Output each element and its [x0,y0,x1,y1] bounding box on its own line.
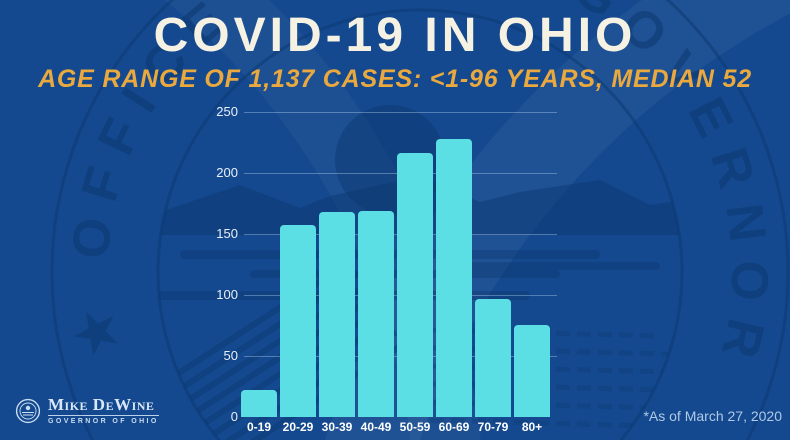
governor-title: Governor of Ohio [48,418,159,425]
x-tick-label-70-79: 70-79 [477,420,509,434]
x-tick-label-50-59: 50-59 [399,420,431,434]
x-tick-label-80+: 80+ [521,420,543,434]
bar-70-79 [475,299,511,417]
x-tick-label-20-29: 20-29 [282,420,314,434]
governor-name: Mike DeWine [48,396,159,416]
bar-30-39 [319,212,355,417]
y-tick-label-150: 150 [216,226,238,241]
gridline-250 [244,112,557,113]
bar-20-29 [280,225,316,417]
bar-series [241,139,550,417]
page-subtitle: AGE RANGE OF 1,137 CASES: <1-96 YEARS, M… [38,65,752,93]
governor-logo-text: Mike DeWine Governor of Ohio [48,396,159,425]
x-tick-label-30-39: 30-39 [321,420,353,434]
x-tick-label-60-69: 60-69 [438,420,470,434]
x-tick-label-40-49: 40-49 [360,420,392,434]
header: COVID-19 IN OHIO AGE RANGE OF 1,137 CASE… [0,0,790,94]
y-tick-label-200: 200 [216,165,238,180]
bar-0-19 [241,390,277,417]
bar-60-69 [436,139,472,417]
y-tick-label-50: 50 [223,348,238,363]
footnote: *As of March 27, 2020 [643,408,782,424]
y-tick-label-250: 250 [216,104,238,119]
y-tick-label-100: 100 [216,287,238,302]
y-tick-label-0: 0 [230,409,238,424]
bar-80+ [514,325,550,417]
x-tick-label-0-19: 0-19 [246,420,272,434]
x-axis-tick-labels: 0-19 20-29 30-39 40-49 50-59 60-69 70-79 80+ [241,420,550,434]
page-title: COVID-19 IN OHIO [153,9,637,62]
bar-40-49 [358,211,394,417]
governor-seal-icon [15,398,41,423]
governor-logo: Mike DeWine Governor of Ohio [15,396,159,425]
bar-50-59 [397,153,433,417]
